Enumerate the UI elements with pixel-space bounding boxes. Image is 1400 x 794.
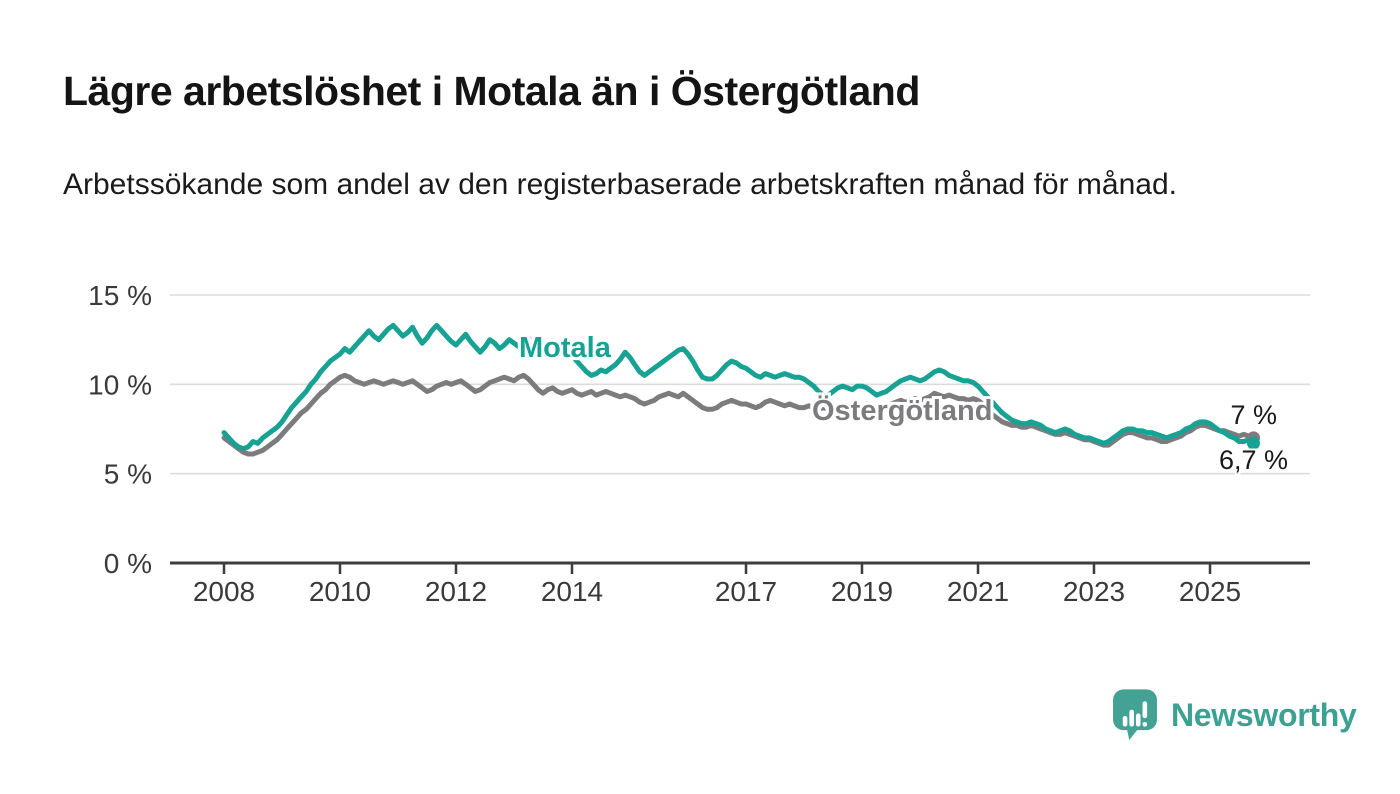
- x-tick-label: 2025: [1179, 576, 1241, 607]
- y-tick-label: 15 %: [88, 280, 152, 311]
- newsworthy-logo-text: Newsworthy: [1171, 696, 1357, 733]
- x-tick-label: 2010: [309, 576, 371, 607]
- x-tick-label: 2014: [541, 576, 603, 607]
- chart-title: Lägre arbetslöshet i Motala än i Östergö…: [63, 68, 920, 114]
- y-tick-label: 0 %: [104, 548, 152, 579]
- end-value-ostergotland: 7 %: [1230, 400, 1277, 430]
- x-tick-label: 2021: [947, 576, 1009, 607]
- chart-subtitle: Arbetssökande som andel av den registerb…: [63, 168, 1177, 201]
- x-tick-label: 2012: [425, 576, 487, 607]
- series-line-motala: [221, 322, 1256, 452]
- newsworthy-logo: Newsworthy: [1112, 688, 1357, 742]
- series-label-motala: Motala: [519, 332, 611, 364]
- y-tick-label: 5 %: [104, 459, 152, 490]
- x-tick-label: 2008: [193, 576, 255, 607]
- series-end-dot-motala: [1247, 436, 1260, 450]
- y-tick-label: 10 %: [88, 369, 152, 400]
- x-tick-label: 2017: [715, 576, 777, 607]
- x-tick-label: 2019: [831, 576, 893, 607]
- newsworthy-logo-icon: [1113, 689, 1157, 741]
- end-value-motala: 6,7 %: [1218, 445, 1288, 475]
- series-label-ostergotland: Östergötland: [812, 395, 993, 427]
- x-tick-label: 2023: [1063, 576, 1125, 607]
